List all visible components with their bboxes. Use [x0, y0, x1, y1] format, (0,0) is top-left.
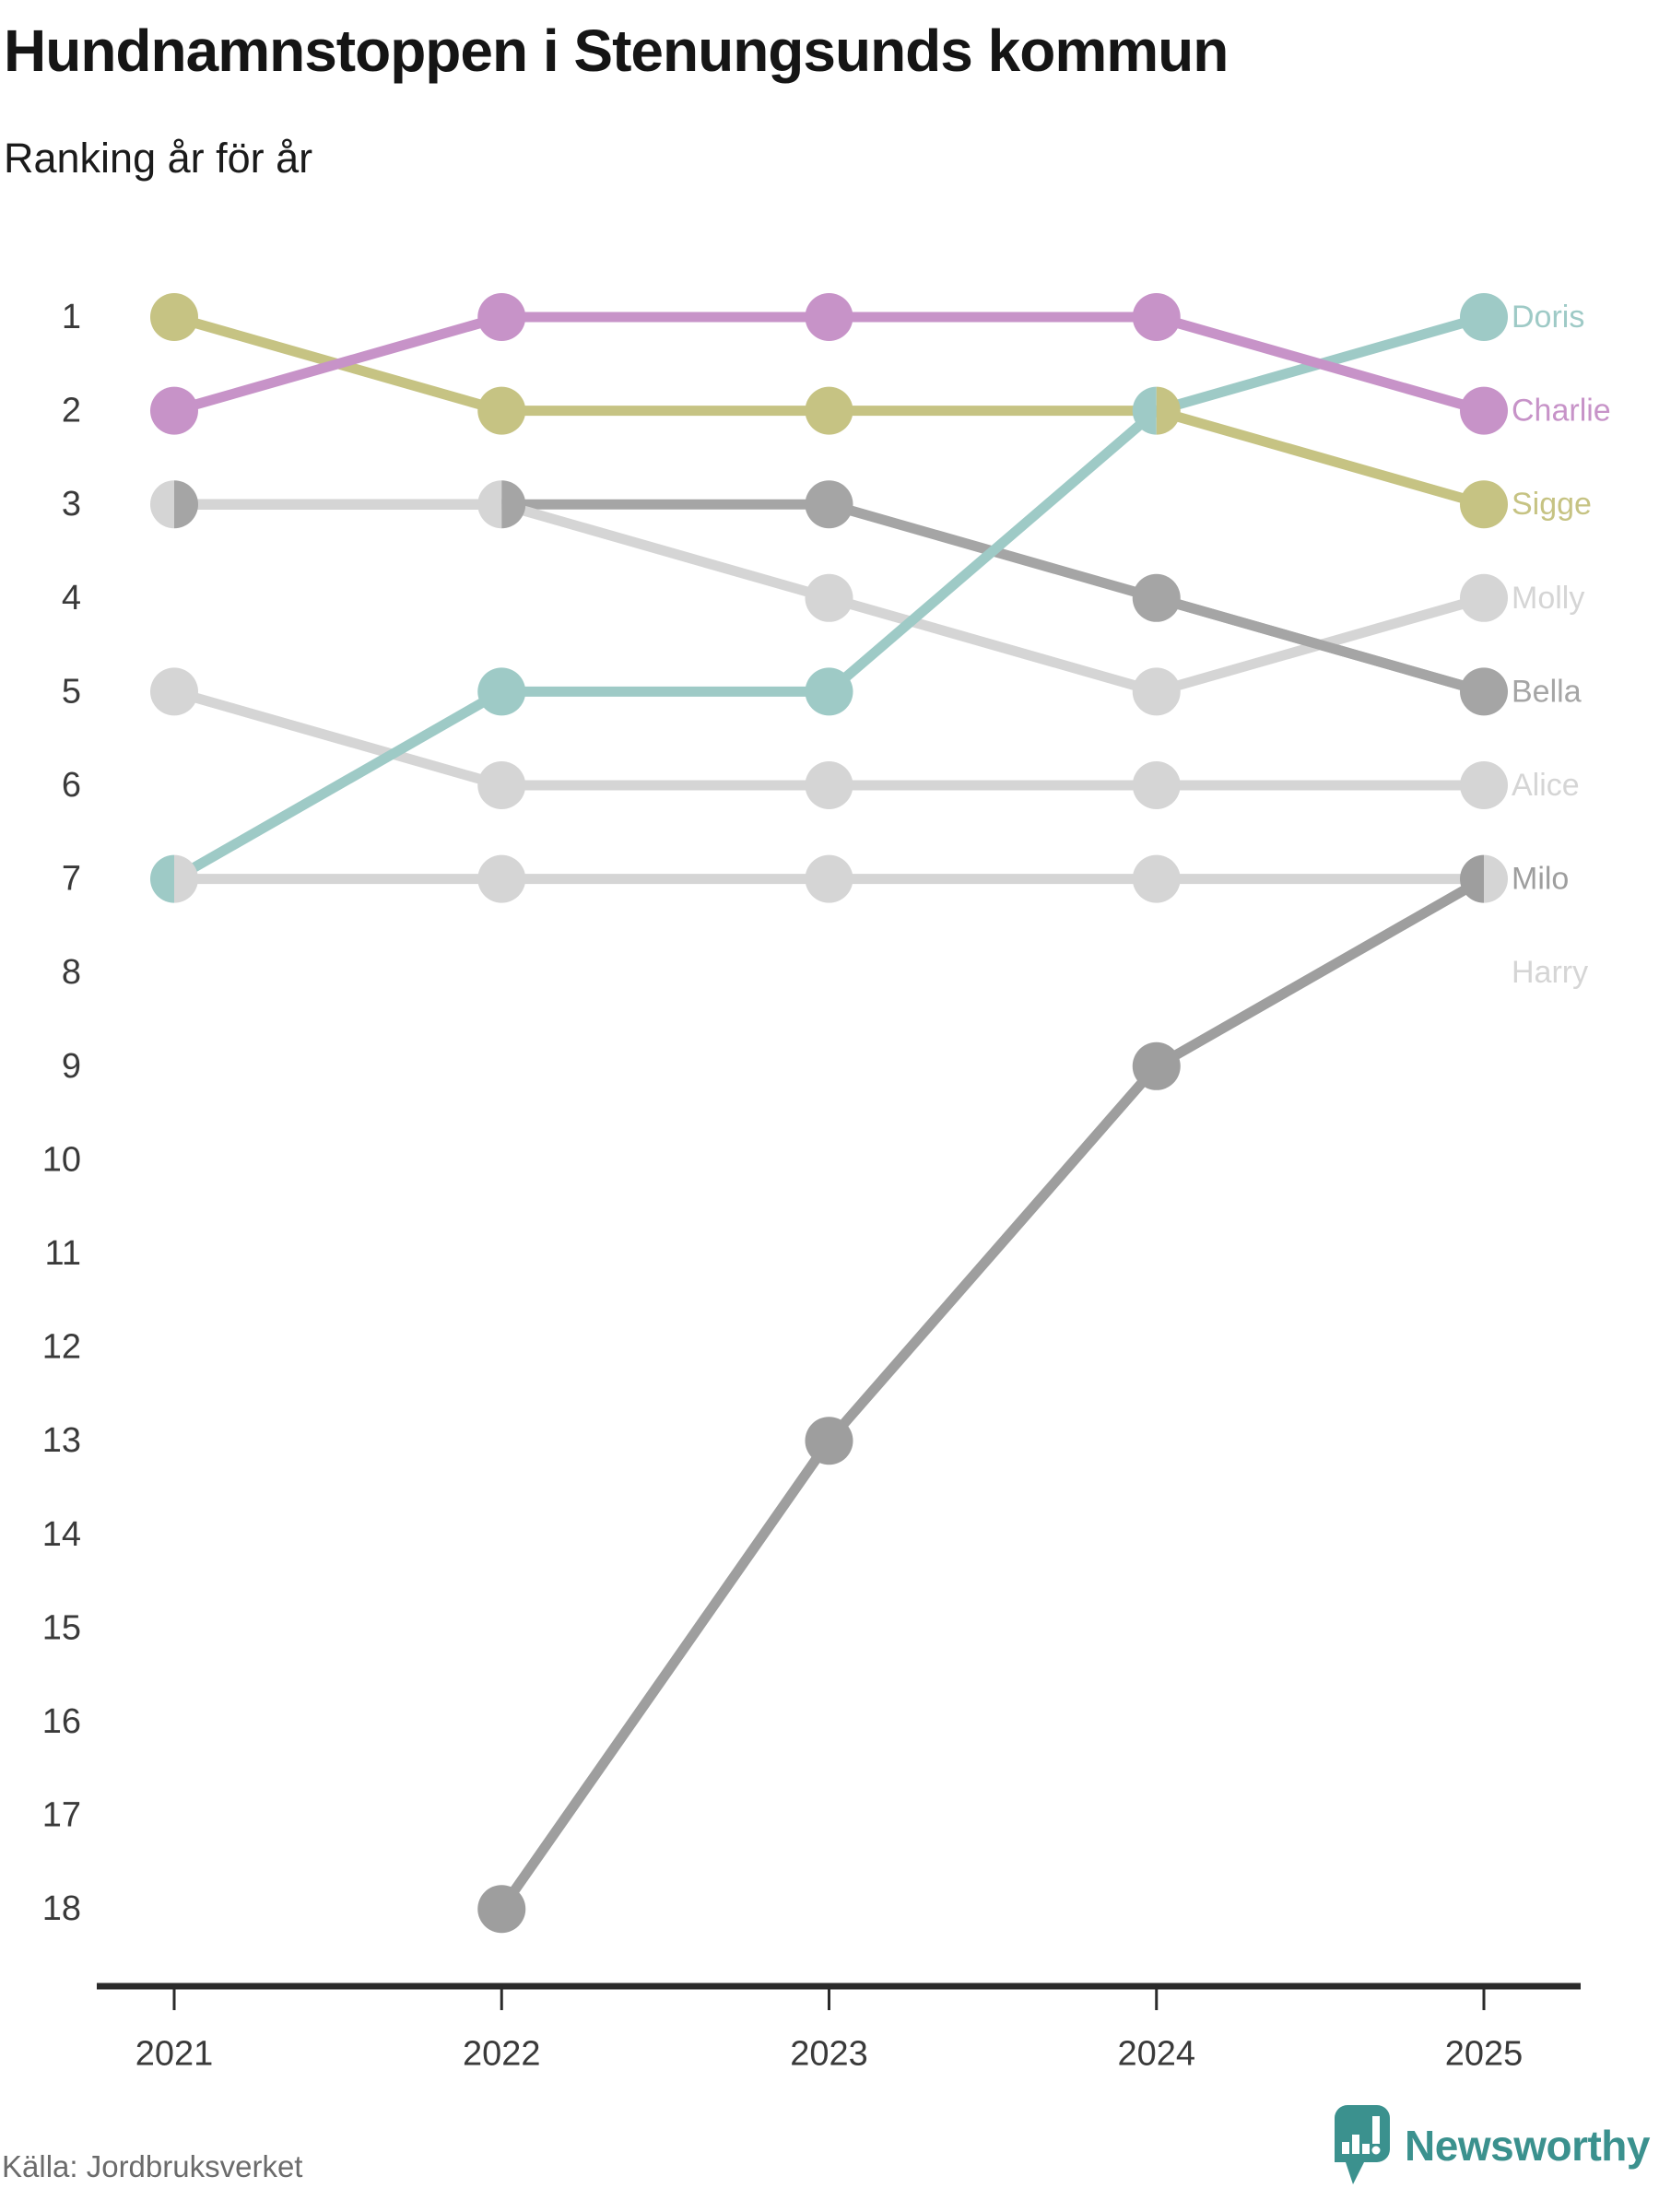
dot-sigge-2025: [1460, 480, 1508, 529]
y-tick-label: 18: [42, 1889, 81, 1928]
series-label-charlie: Charlie: [1512, 394, 1611, 429]
dot-alice-2024: [1132, 761, 1181, 809]
x-tick-label: 2024: [1117, 2034, 1195, 2073]
series-label-bella: Bella: [1512, 674, 1582, 709]
series-line-milo-2022: [497, 1438, 834, 1912]
series-label-doris: Doris: [1512, 300, 1584, 335]
y-tick-label: 8: [62, 953, 81, 992]
y-tick-label: 1: [62, 298, 81, 336]
series-label-alice: Alice: [1512, 768, 1580, 803]
y-tick-label: 2: [62, 392, 81, 430]
y-tick-label: 9: [62, 1047, 81, 1086]
y-tick-label: 3: [62, 485, 81, 524]
series-line-molly-2023: [827, 593, 1159, 697]
dot-charlie-2025: [1460, 386, 1508, 435]
dot-alice-2022: [477, 761, 526, 809]
series-line-molly-2022: [500, 499, 831, 604]
chart-subtitle: Ranking år för år: [4, 135, 313, 182]
dot-half-molly-2022: [477, 480, 502, 529]
brand-logo: Newsworthy: [1331, 2105, 1650, 2186]
dot-half-bella-2021: [174, 480, 198, 529]
source-note: Källa: Jordbruksverket: [2, 2149, 303, 2183]
dot-alice-2025: [1460, 761, 1508, 809]
x-tick-label: 2025: [1445, 2034, 1524, 2073]
series-label-molly: Molly: [1512, 581, 1584, 616]
y-tick-label: 13: [42, 1421, 81, 1460]
dot-sigge-2022: [477, 386, 526, 435]
newsworthy-pin-icon: [1335, 2105, 1391, 2184]
series-line-doris-2023: [825, 406, 1160, 696]
y-tick-label: 12: [42, 1328, 81, 1367]
y-tick-label: 17: [42, 1796, 81, 1835]
dot-molly-2024: [1132, 667, 1181, 716]
dot-charlie-2023: [805, 293, 853, 341]
dot-harry-2022: [477, 854, 526, 903]
dot-sigge-2021: [150, 293, 198, 341]
brand-name: Newsworthy: [1405, 2122, 1650, 2170]
x-tick-label: 2022: [463, 2034, 541, 2073]
dot-sigge-2023: [805, 386, 853, 435]
series-label-sigge: Sigge: [1512, 487, 1592, 522]
dot-milo-2024: [1132, 1041, 1181, 1090]
series-line-bella-2024: [1155, 593, 1486, 697]
dot-doris-2022: [477, 667, 526, 716]
dot-charlie-2024: [1132, 293, 1181, 341]
x-tick-label: 2021: [135, 2034, 214, 2073]
dot-half-sigge-2024: [1156, 386, 1181, 435]
chart-title: Hundnamnstoppen i Stenungsunds kommun: [4, 18, 1229, 84]
dot-half-harry-2021: [174, 854, 198, 903]
y-tick-label: 11: [45, 1234, 81, 1273]
dot-milo-2022: [477, 1885, 526, 1934]
y-tick-label: 6: [62, 766, 81, 805]
series-label-harry: Harry: [1512, 955, 1588, 990]
dot-molly-2023: [805, 573, 853, 622]
series-label-milo: Milo: [1512, 862, 1569, 897]
series-line-charlie-2021: [172, 312, 503, 416]
dot-half-bella-2022: [501, 480, 526, 529]
series-line-milo-2023: [825, 1063, 1160, 1444]
y-tick-label: 4: [62, 579, 81, 618]
dot-alice-2023: [805, 761, 853, 809]
dot-harry-2023: [805, 854, 853, 903]
dot-doris-2025: [1460, 293, 1508, 341]
dot-half-molly-2021: [150, 480, 174, 529]
dot-half-doris-2021: [150, 854, 174, 903]
dot-bella-2023: [805, 480, 853, 529]
y-tick-label: 10: [42, 1140, 81, 1179]
dot-charlie-2022: [477, 293, 526, 341]
dot-harry-2024: [1132, 854, 1181, 903]
x-tick-label: 2023: [790, 2034, 868, 2073]
series-line-milo-2024: [1154, 874, 1487, 1071]
y-tick-label: 14: [42, 1515, 81, 1554]
y-tick-label: 5: [62, 672, 81, 711]
series-line-doris-2021: [171, 687, 504, 884]
y-tick-label: 15: [42, 1608, 81, 1647]
dot-bella-2024: [1132, 573, 1181, 622]
dot-charlie-2021: [150, 386, 198, 435]
dot-molly-2025: [1460, 573, 1508, 622]
y-tick-label: 16: [42, 1702, 81, 1741]
dot-half-doris-2024: [1132, 386, 1157, 435]
dot-half-milo-2025: [1460, 854, 1484, 903]
dot-half-harry-2025: [1484, 854, 1509, 903]
series-line-alice-2021: [172, 687, 503, 791]
series-line-charlie-2024: [1155, 312, 1486, 416]
dot-milo-2023: [805, 1417, 853, 1465]
y-tick-label: 7: [62, 860, 81, 899]
dot-bella-2025: [1460, 667, 1508, 716]
dot-doris-2023: [805, 667, 853, 716]
dot-alice-2021: [150, 667, 198, 716]
series-line-sigge-2024: [1155, 406, 1486, 510]
